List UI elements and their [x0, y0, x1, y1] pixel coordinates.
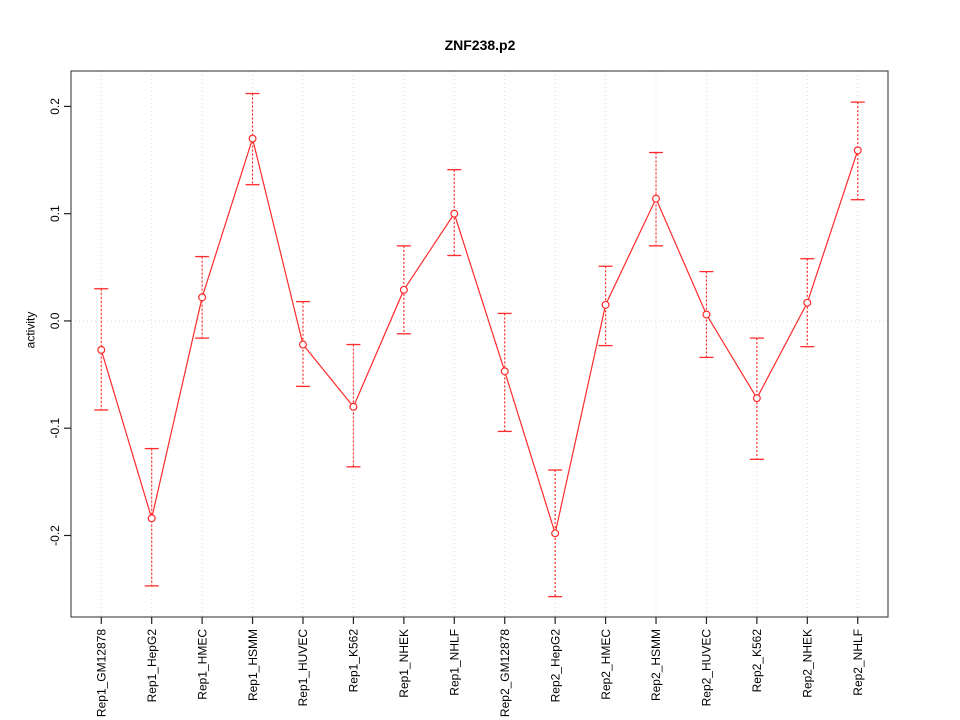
- data-point: [248, 134, 257, 143]
- x-tick-label: Rep1_NHLF: [447, 629, 461, 696]
- data-point: [349, 402, 358, 411]
- x-tick-label: Rep2_GM12878: [498, 629, 512, 717]
- x-tick-label: Rep1_HMEC: [195, 629, 209, 700]
- data-point: [298, 340, 307, 349]
- y-tick-label: 0.1: [48, 205, 62, 222]
- plot-frame: [70, 70, 889, 618]
- data-point: [551, 529, 560, 538]
- data-line: [100, 136, 859, 536]
- x-tick-label: Rep1_HepG2: [145, 629, 159, 703]
- data-point: [450, 209, 459, 218]
- y-tick-label: -0.2: [48, 525, 62, 546]
- x-tick-label: Rep1_HUVEC: [296, 629, 310, 707]
- x-tick-label: Rep2_NHLF: [851, 629, 865, 696]
- x-tick-label: Rep1_NHEK: [397, 629, 411, 698]
- x-tick-label: Rep2_K562: [750, 629, 764, 693]
- data-point: [97, 345, 106, 354]
- y-tick-label: -0.1: [48, 418, 62, 439]
- x-tick-label: Rep2_NHEK: [801, 629, 815, 698]
- x-tick-label: Rep2_HSMM: [649, 629, 663, 701]
- data-point: [500, 367, 509, 376]
- data-point: [601, 300, 610, 309]
- y-tick-label: 0.2: [48, 98, 62, 115]
- data-point: [652, 194, 661, 203]
- data-point: [147, 514, 156, 523]
- x-tick-label: Rep2_HUVEC: [700, 629, 714, 707]
- data-point: [198, 293, 207, 302]
- x-tick-label: Rep2_HepG2: [548, 629, 562, 703]
- x-tick-label: Rep1_HSMM: [246, 629, 260, 701]
- data-point: [702, 310, 711, 319]
- chart-title: ZNF238.p2: [444, 37, 516, 53]
- data-point: [399, 285, 408, 294]
- x-tick-label: Rep1_GM12878: [94, 629, 108, 717]
- data-point: [752, 394, 761, 403]
- x-tick-label: Rep2_HMEC: [599, 629, 613, 700]
- x-tick-label: Rep1_K562: [347, 629, 361, 693]
- data-point: [803, 298, 812, 307]
- y-tick-label: 0.0: [48, 312, 62, 329]
- data-point: [853, 146, 862, 155]
